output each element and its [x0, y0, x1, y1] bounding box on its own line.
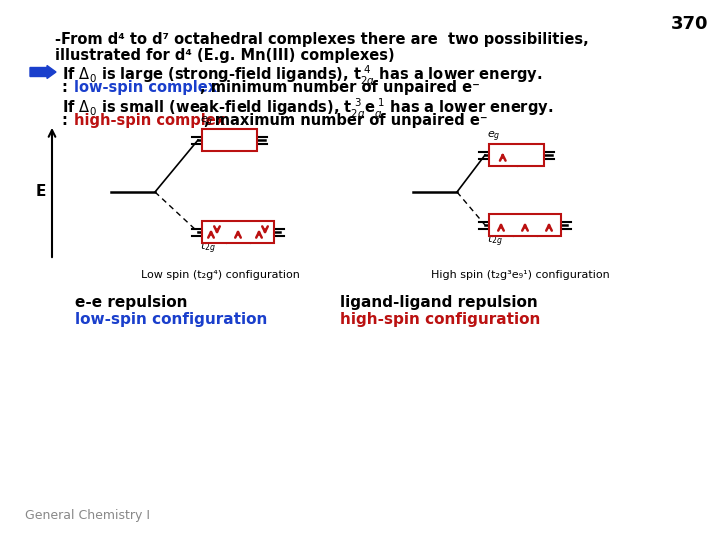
Text: , minimum number of unpaired e⁻: , minimum number of unpaired e⁻: [200, 80, 480, 95]
FancyArrow shape: [30, 65, 56, 78]
Text: High spin (t₂g³e₉¹) configuration: High spin (t₂g³e₉¹) configuration: [431, 270, 609, 280]
Bar: [489, 144, 544, 166]
Text: ligand-ligand repulsion: ligand-ligand repulsion: [340, 295, 538, 310]
Text: If $\Delta_0$ is small (weak-field ligands), t$_{2g}^{\ 3}$e$_g^{\ 1}$ has a low: If $\Delta_0$ is small (weak-field ligan…: [62, 97, 553, 122]
Text: low-spin complex: low-spin complex: [74, 80, 217, 95]
Bar: [202, 221, 274, 243]
Text: illustrated for d⁴ (E.g. Mn(III) complexes): illustrated for d⁴ (E.g. Mn(III) complex…: [55, 48, 395, 63]
Text: t$_{2g}$: t$_{2g}$: [487, 233, 503, 249]
Text: , maximum number of unpaired e⁻: , maximum number of unpaired e⁻: [204, 113, 487, 128]
Text: Low spin (t₂g⁴) configuration: Low spin (t₂g⁴) configuration: [140, 270, 300, 280]
Bar: [202, 129, 257, 151]
Text: e-e repulsion: e-e repulsion: [75, 295, 187, 310]
Text: :: :: [62, 80, 73, 95]
Text: low-spin configuration: low-spin configuration: [75, 312, 267, 327]
Text: 370: 370: [670, 15, 708, 33]
Text: General Chemistry I: General Chemistry I: [25, 509, 150, 522]
Bar: [489, 214, 561, 236]
Text: -From d⁴ to d⁷ octahedral complexes there are  two possibilities,: -From d⁴ to d⁷ octahedral complexes ther…: [55, 32, 589, 47]
Text: If $\Delta_0$ is large (strong-field ligands), t$_{2g}^{\ 4}$ has a lower energy: If $\Delta_0$ is large (strong-field lig…: [62, 64, 542, 89]
Text: :: :: [62, 113, 73, 128]
Text: e$_g$: e$_g$: [200, 114, 214, 129]
Text: high-spin complex: high-spin complex: [74, 113, 225, 128]
Text: high-spin configuration: high-spin configuration: [340, 312, 541, 327]
Text: e$_g$: e$_g$: [487, 130, 500, 144]
Text: t$_{2g}$: t$_{2g}$: [200, 240, 216, 256]
Text: E: E: [35, 185, 46, 199]
